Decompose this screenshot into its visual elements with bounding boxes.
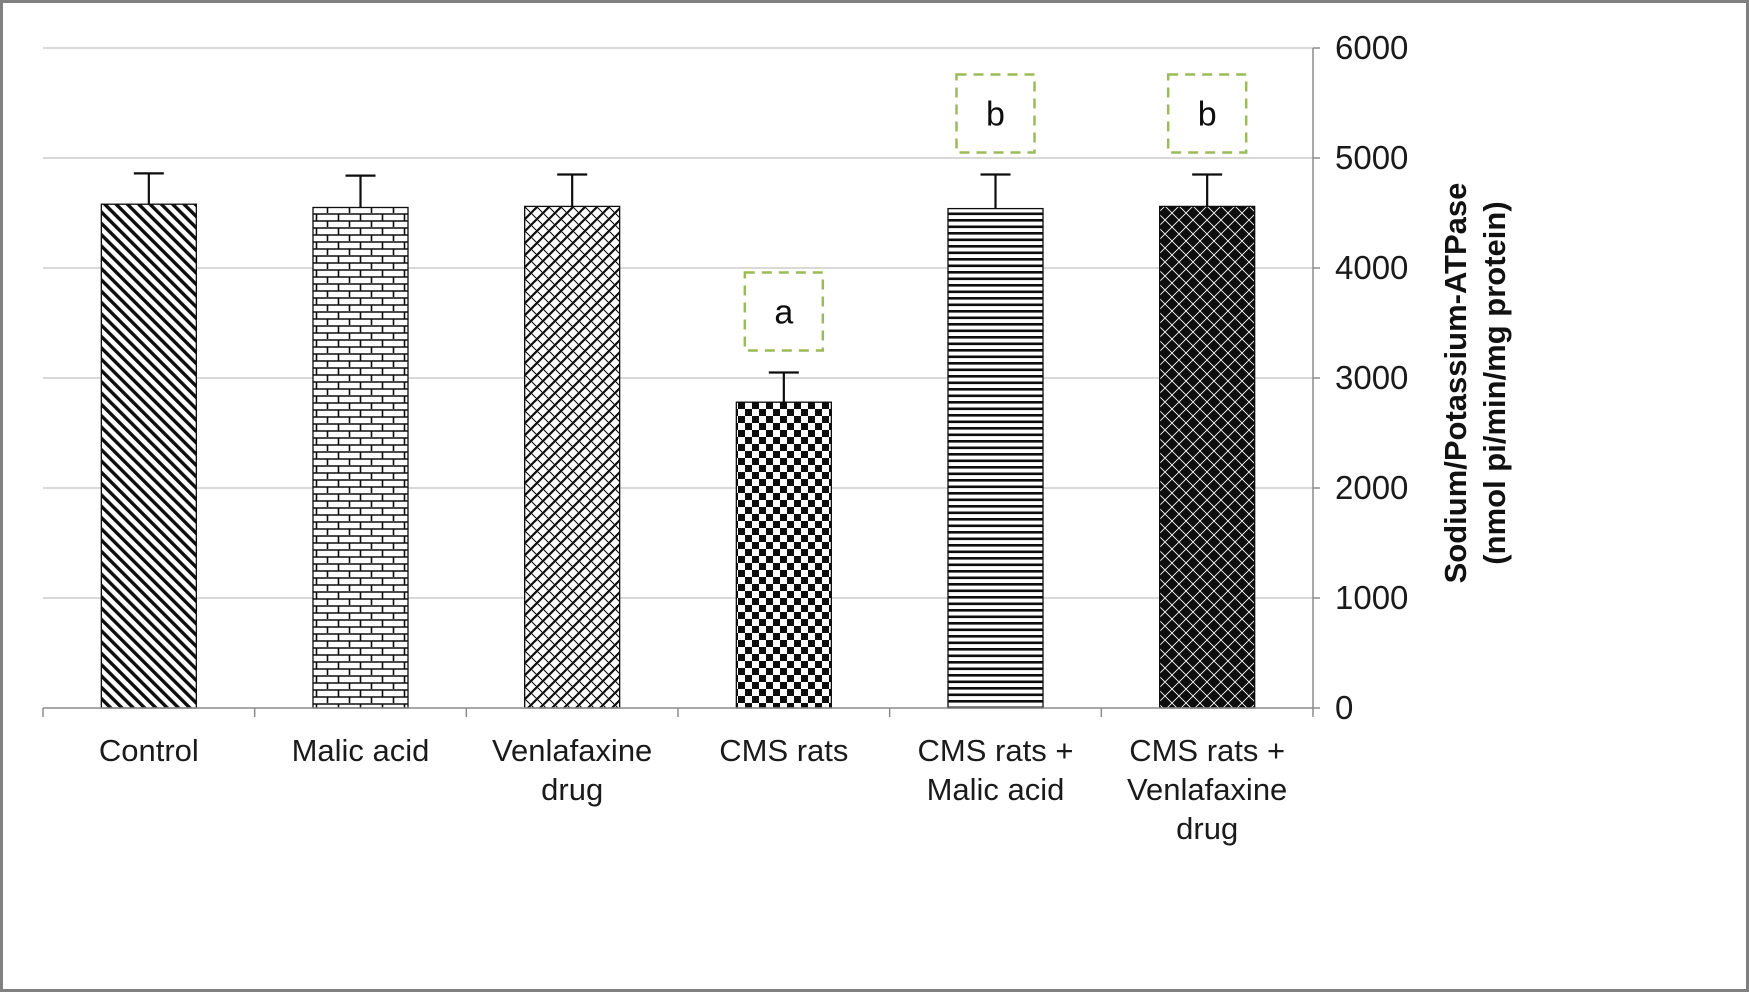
y-tick-label: 5000 (1335, 139, 1408, 176)
annotation-label: a (774, 294, 793, 332)
bar (312, 206, 409, 709)
bar (100, 203, 197, 709)
annotation-label: b (1198, 96, 1217, 134)
category-label: Venlafaxine (1127, 772, 1287, 807)
category-label: CMS rats + (1129, 733, 1285, 768)
bar (735, 401, 832, 709)
y-tick-label: 6000 (1335, 29, 1408, 66)
y-tick-label: 1000 (1335, 579, 1408, 616)
annotation-label: b (986, 96, 1005, 134)
category-label: Control (99, 733, 199, 768)
category-label: Malic acid (292, 733, 430, 768)
y-tick-label: 0 (1335, 689, 1353, 726)
category-label: Malic acid (927, 772, 1065, 807)
bar (1159, 205, 1256, 709)
bar (947, 207, 1044, 709)
category-label: CMS rats + (918, 733, 1074, 768)
y-tick-label: 4000 (1335, 249, 1408, 286)
bar-chart: 0 1000 2000 3000 4000 5000 6000 Control Malic ac… (42, 29, 1408, 846)
category-label: CMS rats (719, 733, 848, 768)
annotation-box (1166, 73, 1248, 154)
annotation-box (743, 271, 825, 352)
y-tick-label: 3000 (1335, 359, 1408, 396)
category-label: drug (1176, 811, 1238, 846)
category-label: Venlafaxine (492, 733, 652, 768)
y-tick-label: 2000 (1335, 469, 1408, 506)
annotation-box (955, 73, 1036, 154)
bar (524, 205, 621, 709)
category-label: drug (541, 772, 603, 807)
